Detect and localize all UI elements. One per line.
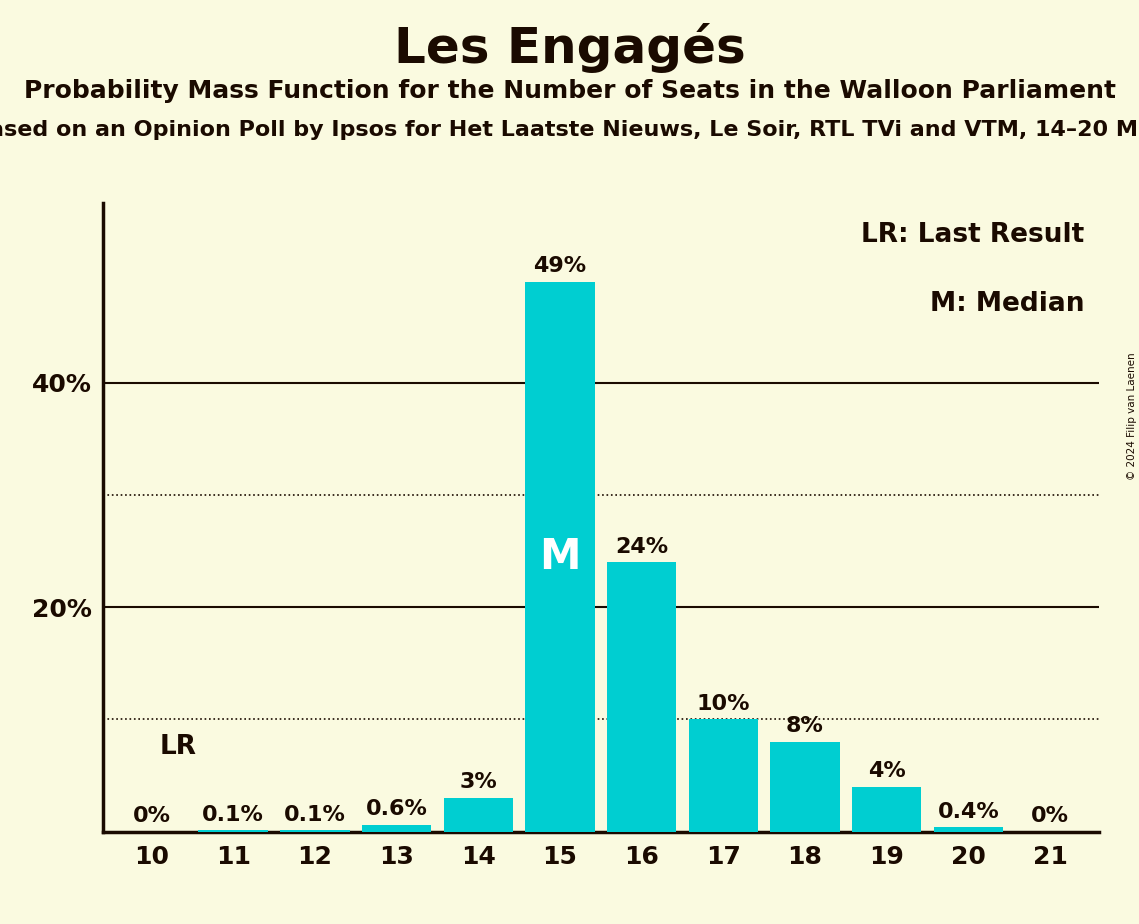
Bar [198, 831, 268, 832]
Bar [362, 825, 432, 832]
Text: LR: Last Result: LR: Last Result [861, 222, 1084, 249]
Text: 0.6%: 0.6% [366, 799, 427, 820]
Bar [770, 742, 839, 832]
Text: 8%: 8% [786, 716, 823, 736]
Text: Based on an Opinion Poll by Ipsos for Het Laatste Nieuws, Le Soir, RTL TVi and V: Based on an Opinion Poll by Ipsos for He… [0, 120, 1139, 140]
Text: 24%: 24% [615, 537, 669, 556]
Text: 0.1%: 0.1% [203, 805, 264, 825]
Text: © 2024 Filip van Laenen: © 2024 Filip van Laenen [1126, 352, 1137, 480]
Text: 0%: 0% [1031, 806, 1070, 826]
Bar [852, 786, 921, 832]
Text: 0.1%: 0.1% [284, 805, 346, 825]
Text: 0%: 0% [132, 806, 171, 826]
Text: 0.4%: 0.4% [937, 801, 999, 821]
Bar [525, 282, 595, 832]
Text: Les Engagés: Les Engagés [394, 23, 745, 73]
Text: 4%: 4% [868, 761, 906, 781]
Text: LR: LR [159, 735, 197, 760]
Bar [934, 827, 1003, 832]
Bar [689, 720, 759, 832]
Text: 3%: 3% [459, 772, 497, 793]
Bar [607, 563, 677, 832]
Text: M: M [539, 536, 581, 578]
Bar [280, 831, 350, 832]
Text: 49%: 49% [533, 256, 587, 276]
Text: 10%: 10% [697, 694, 751, 713]
Text: Probability Mass Function for the Number of Seats in the Walloon Parliament: Probability Mass Function for the Number… [24, 79, 1115, 103]
Text: M: Median: M: Median [929, 291, 1084, 317]
Bar [443, 798, 513, 832]
